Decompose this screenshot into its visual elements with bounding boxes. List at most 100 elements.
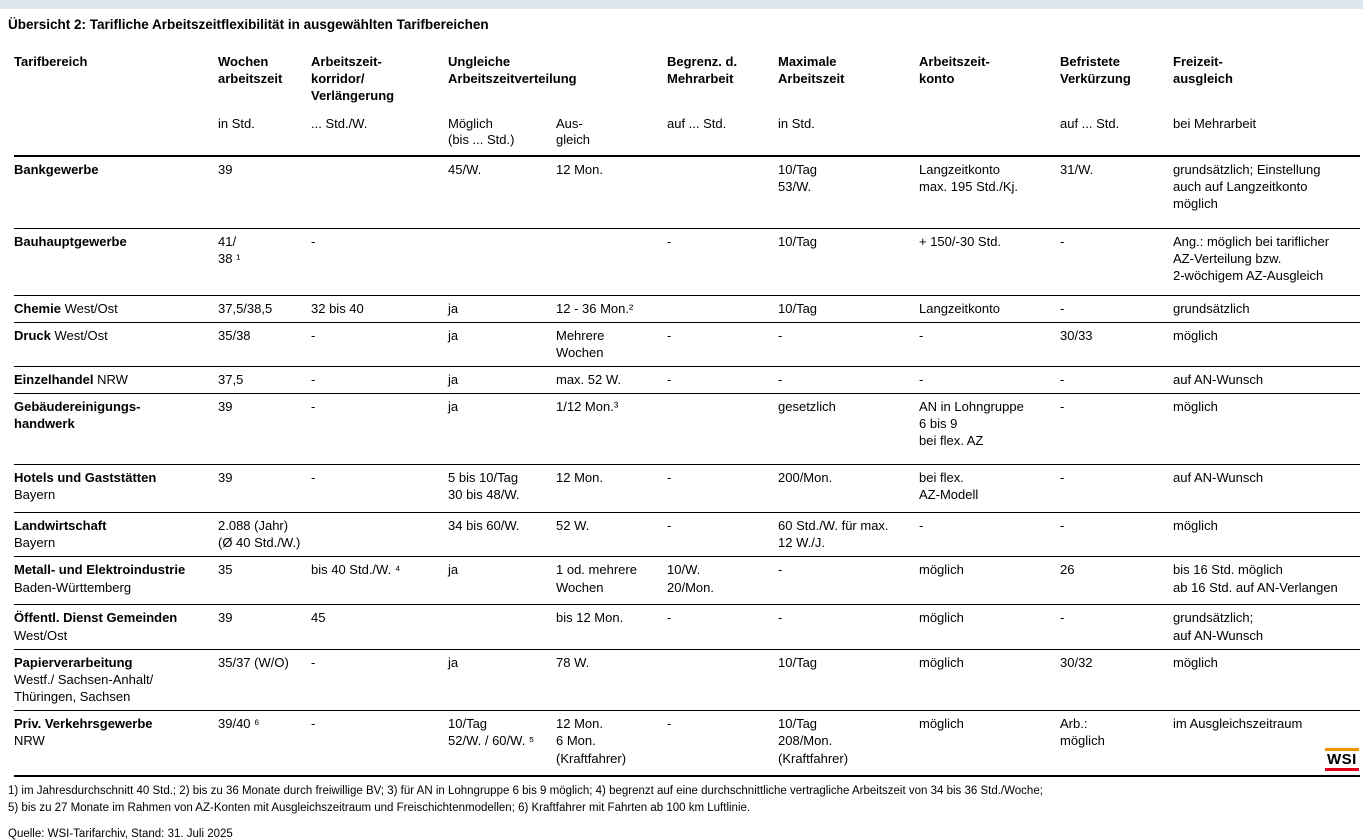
row-title: Bankgewerbe [14,161,99,177]
source-line: Quelle: WSI-Tarifarchiv, Stand: 31. Juli… [8,827,233,840]
tariff-table: Tarifbereich Wochen arbeitszeit Arbeitszei… [14,54,1360,778]
column-unit: ... Std./W. [311,116,448,157]
cell-begrenzung-mehrarbeit [667,295,778,323]
row-title: Druck [14,327,51,343]
cell-tarifbereich: Einzelhandel NRW [14,366,218,395]
cell-tarifbereich: Gebäudereinigungs- handwerk [14,393,218,466]
row-region: West/Ost [60,300,118,316]
cell-befristete-verkuerzung: - [1060,604,1173,650]
column-header: Wochen arbeitszeit [218,54,283,86]
cell-freizeitausgleich: auf AN-Wunsch [1173,464,1360,514]
cell-begrenzung-mehrarbeit: - [667,464,778,514]
cell-wochenarbeitszeit: 39/40 ⁶ [218,710,311,778]
row-region: West/Ost [50,327,108,343]
cell-wochenarbeitszeit: 41/ 38 ¹ [218,228,311,296]
cell-tarifbereich: Hotels und Gaststätten Bayern [14,464,218,514]
column-unit [14,116,218,157]
column-header: Tarifbereich [14,54,88,69]
cell-arbeitszeitkonto: möglich [919,604,1060,650]
cell-begrenzung-mehrarbeit: - [667,366,778,395]
footnote-line: 5) bis zu 27 Monate im Rahmen von AZ-Kon… [8,801,751,814]
cell-freizeitausgleich: Ang.: möglich bei tariflicher AZ-Verteil… [1173,228,1360,296]
column-header: Ungleiche Arbeitszeitverteilung [448,54,577,86]
cell-maximale-arbeitszeit: - [778,322,919,367]
row-title: Papierverarbeitung [14,654,133,670]
cell-wochenarbeitszeit: 35 [218,556,311,606]
row-region: Bayern [14,535,56,551]
table-row: Hotels und Gaststätten Bayern 39-5 bis 10/… [14,464,1360,514]
page-title: Übersicht 2: Tarifliche Arbeitszeitflexi… [8,17,489,32]
table-row: Bauhauptgewerbe 41/ 38 ¹ - -10/Tag + 150/-30… [14,228,1360,296]
cell-arbeitszeitkonto: bei flex. AZ-Modell [919,464,1060,514]
cell-ungleich-ausgleich: 52 W. [556,512,667,558]
column-unit: in Std. [218,116,311,157]
cell-befristete-verkuerzung: - [1060,393,1173,466]
cell-wochenarbeitszeit: 35/38 [218,322,311,367]
cell-freizeitausgleich: grundsätzlich; auf AN-Wunsch [1173,604,1360,650]
cell-ungleich-moeglich: ja [448,556,556,606]
cell-ungleich-ausgleich [556,228,667,296]
cell-ungleich-moeglich: ja [448,322,556,367]
cell-arbeitszeitkonto: Langzeitkonto max. 195 Std./Kj. [919,155,1060,229]
row-title: Hotels und Gaststätten [14,470,157,486]
row-region: Bayern [14,487,56,503]
cell-begrenzung-mehrarbeit: - [667,710,778,778]
cell-ungleich-moeglich: 10/Tag 52/W. / 60/W. ⁵ [448,710,556,778]
row-region: Baden-Württemberg [14,579,132,595]
cell-ungleich-moeglich: 34 bis 60/W. [448,512,556,558]
cell-maximale-arbeitszeit: - [778,366,919,395]
cell-ungleich-ausgleich: 78 W. [556,649,667,712]
cell-ungleich-ausgleich: max. 52 W. [556,366,667,395]
cell-wochenarbeitszeit: 2.088 (Jahr) (Ø 40 Std./W.) [218,512,311,558]
cell-freizeitausgleich: im Ausgleichszeitraum [1173,710,1360,778]
column-unit: bei Mehrarbeit [1173,116,1360,157]
cell-tarifbereich: Landwirtschaft Bayern [14,512,218,558]
table-header: Tarifbereich Wochen arbeitszeit Arbeitszei… [14,54,1360,157]
cell-ungleich-moeglich [448,228,556,296]
column-header: Arbeitszeit- korridor/ Verlängerung [311,54,395,103]
cell-begrenzung-mehrarbeit: 10/W. 20/Mon. [667,556,778,606]
cell-maximale-arbeitszeit: 60 Std./W. für max. 12 W./J. [778,512,919,558]
cell-arbeitszeitkonto: + 150/-30 Std. [919,228,1060,296]
row-region: Westf./ Sachsen-Anhalt/ Thüringen, Sachs… [14,671,154,705]
cell-befristete-verkuerzung: - [1060,295,1173,323]
cell-tarifbereich: Papierverarbeitung Westf./ Sachsen-Anhalt… [14,649,218,712]
cell-ungleich-ausgleich: bis 12 Mon. [556,604,667,650]
cell-arbeitszeitkonto: - [919,322,1060,367]
cell-begrenzung-mehrarbeit: - [667,512,778,558]
cell-maximale-arbeitszeit: - [778,556,919,606]
cell-ungleich-moeglich: 5 bis 10/Tag 30 bis 48/W. [448,464,556,514]
top-accent-bar [0,0,1363,9]
cell-befristete-verkuerzung: 26 [1060,556,1173,606]
column-header: Befristete Verkürzung [1060,54,1131,86]
cell-arbeitszeitkonto: - [919,366,1060,395]
cell-wochenarbeitszeit: 39 [218,604,311,650]
cell-ungleich-moeglich: 45/W. [448,155,556,229]
cell-arbeitszeitkorridor: - [311,366,448,395]
table-row: Chemie West/Ost 37,5/38,5 32 bis 40 ja 12 - … [14,295,1360,323]
cell-begrenzung-mehrarbeit: - [667,604,778,650]
cell-ungleich-ausgleich: 12 Mon. [556,464,667,514]
cell-freizeitausgleich: möglich [1173,512,1360,558]
cell-arbeitszeitkonto: möglich [919,710,1060,778]
cell-befristete-verkuerzung: 30/33 [1060,322,1173,367]
cell-ungleich-ausgleich: 1/12 Mon.³ [556,393,667,466]
table-row: Priv. Verkehrsgewerbe NRW 39/40 ⁶ -10/Tag 5… [14,710,1360,778]
cell-arbeitszeitkorridor: bis 40 Std./W. ⁴ [311,556,448,606]
table-row: Bankgewerbe 39 45/W. 12 Mon. 10/Tag 53/W. Lan… [14,155,1360,229]
wsi-logo-text: WSI [1327,751,1357,768]
cell-arbeitszeitkorridor: - [311,710,448,778]
cell-arbeitszeitkonto: - [919,512,1060,558]
cell-freizeitausgleich: möglich [1173,322,1360,367]
cell-wochenarbeitszeit: 35/37 (W/O) [218,649,311,712]
cell-befristete-verkuerzung: Arb.: möglich [1060,710,1173,778]
table-row: Druck West/Ost 35/38- ja Mehrere Wochen - - -3… [14,322,1360,367]
cell-arbeitszeitkorridor: - [311,322,448,367]
cell-ungleich-moeglich: ja [448,649,556,712]
cell-befristete-verkuerzung: - [1060,228,1173,296]
cell-arbeitszeitkorridor: 45 [311,604,448,650]
column-header: Maximale Arbeitszeit [778,54,845,86]
cell-freizeitausgleich: möglich [1173,649,1360,712]
row-title: Metall- und Elektroindustrie [14,562,186,578]
cell-ungleich-moeglich: ja [448,393,556,466]
